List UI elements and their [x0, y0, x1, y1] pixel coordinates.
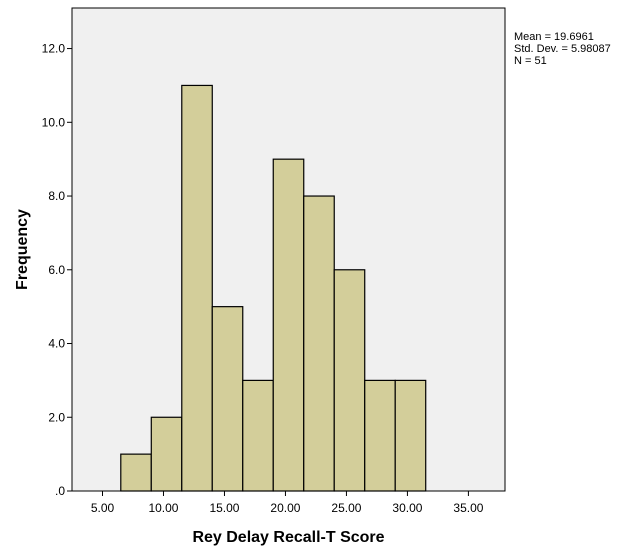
histogram-bar: [303, 195, 335, 492]
histogram-bar: [364, 379, 396, 492]
histogram-bar: [181, 84, 213, 492]
x-tick-label: 20.00: [270, 501, 300, 515]
y-tick-label: 8.0: [48, 189, 65, 203]
y-tick-label: 10.0: [42, 115, 66, 129]
stats-box: Mean = 19.6961 Std. Dev. = 5.98087 N = 5…: [514, 31, 611, 67]
plot-frame: [71, 7, 506, 492]
histogram-bar: [211, 306, 244, 492]
stats-std-dev: Std. Dev. = 5.98087: [514, 43, 611, 55]
histogram-bar: [333, 269, 366, 492]
x-tick-label: 35.00: [453, 501, 483, 515]
y-tick-label: 6.0: [48, 263, 65, 277]
x-tick-label: 30.00: [392, 501, 422, 515]
y-axis-title: Frequency: [14, 209, 31, 290]
y-tick-label: .0: [55, 484, 65, 498]
histogram-bar: [272, 158, 305, 492]
x-axis: 5.00 10.00 15.00 20.00 25.00 30.00 35.00: [91, 491, 484, 515]
stats-n: N = 51: [514, 55, 547, 67]
histogram-bar: [120, 453, 152, 492]
histogram-bar: [242, 379, 274, 492]
y-axis: .0 2.0 4.0 6.0 8.0 10.0 12.0: [42, 42, 72, 498]
x-tick-label: 5.00: [91, 501, 115, 515]
x-tick-label: 10.00: [148, 501, 178, 515]
x-tick-label: 15.00: [209, 501, 239, 515]
histogram-bar: [150, 416, 183, 492]
x-tick-label: 25.00: [331, 501, 361, 515]
y-tick-label: 12.0: [42, 42, 66, 56]
y-tick-label: 4.0: [48, 337, 65, 351]
stats-mean: Mean = 19.6961: [514, 31, 594, 43]
x-axis-title: Rey Delay Recall-T Score: [192, 529, 384, 546]
histogram-bar: [394, 379, 427, 492]
y-tick-label: 2.0: [48, 410, 65, 424]
bars-group: [120, 84, 427, 492]
